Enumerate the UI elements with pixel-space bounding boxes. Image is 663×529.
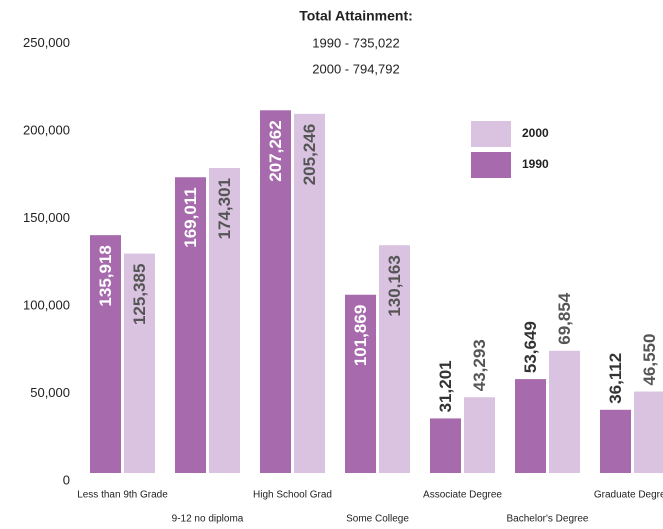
bar <box>345 294 376 473</box>
legend-swatch <box>471 152 511 178</box>
bar <box>600 409 631 473</box>
bar <box>175 177 206 473</box>
bar <box>634 391 663 473</box>
x-tick-label: 9-12 no diploma <box>172 514 244 525</box>
x-tick-label: Less than 9th Grade <box>77 490 168 501</box>
bar <box>209 167 240 473</box>
value-label: 53,649 <box>521 321 540 373</box>
value-label: 69,854 <box>555 292 574 345</box>
value-label: 101,869 <box>351 305 370 366</box>
value-label: 43,293 <box>470 339 489 391</box>
value-label: 31,201 <box>436 360 455 412</box>
y-tick-label: 250,000 <box>23 35 70 50</box>
x-tick-label: Graduate Degree <box>594 490 663 501</box>
bar <box>90 235 121 473</box>
chart-title: Total Attainment: <box>299 8 413 24</box>
y-tick-label: 100,000 <box>23 297 70 312</box>
x-tick-label: Associate Degree <box>423 490 502 501</box>
bar <box>464 397 495 473</box>
value-label: 205,246 <box>300 124 319 185</box>
legend-swatch <box>471 121 511 147</box>
bar <box>124 253 155 473</box>
value-label: 130,163 <box>385 255 404 316</box>
y-tick-label: 150,000 <box>23 210 70 225</box>
bar <box>294 113 325 473</box>
chart-subtitle: 2000 - 794,792 <box>312 61 399 76</box>
y-tick-label: 0 <box>63 472 70 487</box>
value-label: 169,011 <box>181 187 200 248</box>
x-tick-label: Some College <box>346 514 409 525</box>
bar <box>430 418 461 473</box>
bar <box>549 350 580 473</box>
legend-label: 2000 <box>522 126 549 140</box>
value-label: 46,550 <box>640 334 659 386</box>
value-label: 207,262 <box>266 120 285 181</box>
value-label: 135,918 <box>96 245 115 306</box>
bar <box>379 245 410 473</box>
legend-label: 1990 <box>522 157 549 171</box>
x-tick-label: High School Grad <box>253 490 332 501</box>
chart-subtitle: 1990 - 735,022 <box>312 35 399 50</box>
x-tick-label: Bachelor's Degree <box>507 514 589 525</box>
y-tick-label: 50,000 <box>30 385 70 400</box>
value-label: 125,385 <box>130 264 149 325</box>
y-tick-label: 200,000 <box>23 122 70 137</box>
bar <box>515 379 546 473</box>
value-label: 174,301 <box>215 178 234 239</box>
value-label: 36,112 <box>606 353 625 404</box>
bar <box>260 110 291 473</box>
